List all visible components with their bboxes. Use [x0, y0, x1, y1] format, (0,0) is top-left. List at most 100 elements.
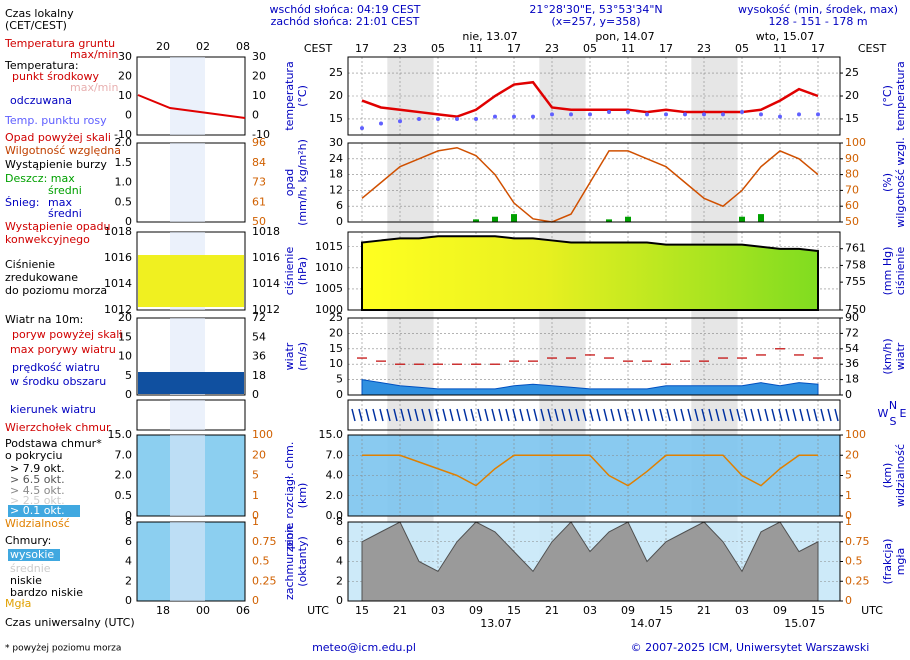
legend-text: Chmury:	[5, 534, 51, 547]
dot	[645, 112, 649, 117]
wind-arrow	[400, 408, 405, 422]
wind-arrow	[449, 408, 454, 422]
y2-tick-label: 100	[845, 136, 866, 149]
wind-arrow	[358, 408, 363, 422]
legend-text: średni	[48, 207, 82, 220]
y2-label: ciśnienie	[894, 247, 907, 296]
legend-text: w środku obszaru	[10, 375, 106, 388]
legend-text: Czas lokalny	[5, 7, 74, 20]
wind-arrow	[547, 408, 552, 422]
wind-arrow	[470, 408, 475, 422]
top-hour: 23	[697, 42, 711, 55]
bottom-hour: 09	[621, 604, 635, 617]
wind-arrow	[785, 408, 790, 422]
wind-arrow	[750, 408, 755, 422]
wind-arrow	[624, 408, 629, 422]
y-tick-label: 15	[329, 342, 343, 355]
legend-text: Podstawa chmur*	[5, 437, 102, 450]
legend-text: Wierzchołek chmur	[5, 421, 111, 434]
dot	[588, 112, 592, 117]
legend-text: poryw powyżej skali	[12, 328, 122, 341]
legend-text: > 0.1 okt.	[10, 504, 65, 517]
precip-bar	[739, 216, 745, 222]
bottom-hour: 21	[393, 604, 407, 617]
y2-tick-label: 100	[845, 428, 866, 441]
y-label: wiatr	[283, 342, 296, 370]
legend-text: bardzo niskie	[10, 586, 83, 599]
precip-bar	[758, 214, 764, 222]
wind-arrow	[372, 408, 377, 422]
legend-text-bg	[8, 505, 80, 517]
y-tick-label: 0.0	[326, 509, 344, 522]
legend-text: Temperatura gruntu	[4, 37, 115, 50]
wind-arrow	[820, 408, 825, 422]
y2-tick-label: 36	[845, 357, 859, 370]
dot	[683, 112, 687, 117]
mini-tick: 50	[252, 215, 266, 228]
y2-tick-label: 50	[845, 215, 859, 228]
compass: S	[890, 415, 897, 428]
top-hour: 17	[355, 42, 369, 55]
mini-tick: 8	[125, 515, 132, 528]
grid-point: (x=257, y=358)	[551, 15, 640, 28]
y2-tick-label: 755	[845, 275, 866, 288]
mini-tick: 5	[252, 469, 259, 482]
y2-label: (mm Hg)	[881, 247, 894, 296]
dot	[474, 116, 478, 121]
bottom-hour: 09	[469, 604, 483, 617]
elevation: 128 - 151 - 178 m	[768, 15, 867, 28]
dot	[607, 110, 611, 115]
legend-text: Wystąpienie opadu	[5, 220, 110, 233]
wind-arrow	[589, 408, 594, 422]
mini-tick: 30	[118, 50, 132, 63]
mini-tick: 20	[118, 70, 132, 83]
wind-arrow	[617, 408, 622, 422]
top-hour: 05	[735, 42, 749, 55]
wind-arrow	[799, 408, 804, 422]
dot	[455, 116, 459, 121]
mini-time-bottom: 18	[156, 604, 170, 617]
wind-arrow	[778, 408, 783, 422]
wind-arrow	[575, 408, 580, 422]
wind-arrow	[652, 408, 657, 422]
sunrise: wschód słońca: 04:19 CEST	[269, 3, 420, 16]
wind-arrow	[603, 408, 608, 422]
y2-tick-label: 25	[845, 66, 859, 79]
mini-tick: 15.0	[108, 428, 133, 441]
wind-arrow	[764, 408, 769, 422]
y2-tick-label: 750	[845, 303, 866, 316]
y2-label: (°C)	[881, 85, 894, 107]
panel-frame	[347, 56, 841, 136]
bottom-hour: 15	[507, 604, 521, 617]
wind-arrow	[645, 408, 650, 422]
legend-text: Wiatr na 10m:	[5, 313, 83, 326]
dot	[797, 112, 801, 117]
y2-tick-label: 758	[845, 258, 866, 271]
bottom-hour: 21	[697, 604, 711, 617]
mini-time-bottom: 00	[196, 604, 210, 617]
mini-tick: 0.5	[252, 555, 270, 568]
y-label: (oktanty)	[296, 536, 309, 587]
mini-tick: 0	[252, 594, 259, 607]
y2-tick-label: 0.75	[845, 535, 870, 548]
y2-tick-label: 5	[845, 469, 852, 482]
y2-tick-label: 15	[845, 112, 859, 125]
y2-tick-label: 90	[845, 152, 859, 165]
wind-arrow	[379, 408, 384, 422]
panel-frame	[347, 231, 841, 311]
legend-text: średnie	[10, 562, 51, 575]
dot	[702, 112, 706, 117]
dot	[531, 114, 535, 119]
y-tick-label: 0	[336, 594, 343, 607]
y2-tick-label: 60	[845, 199, 859, 212]
y-tick-label: 0	[336, 388, 343, 401]
mini-tick: 1	[252, 515, 259, 528]
mini-tick: 20	[118, 311, 132, 324]
compass: E	[900, 407, 907, 420]
mini-tick: 6	[125, 535, 132, 548]
wind-arrow	[673, 408, 678, 422]
legend-text: Temp. punktu rosy	[4, 114, 107, 127]
dot	[626, 110, 630, 115]
y-tick-label: 15.0	[319, 428, 344, 441]
y-label: zachmurzenie	[283, 523, 296, 600]
